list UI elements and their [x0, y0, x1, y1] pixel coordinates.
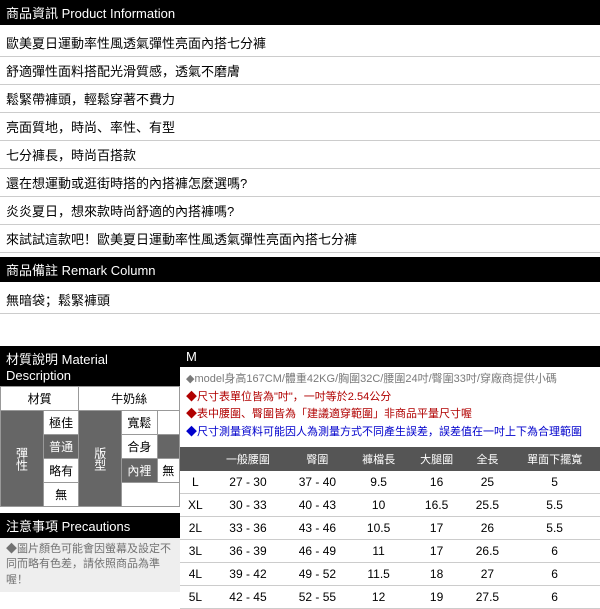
size-cell: 12 [350, 586, 408, 609]
size-cell: 25 [466, 471, 510, 494]
size-cell: 3L [180, 540, 211, 563]
size-cell: 25.5 [466, 494, 510, 517]
remark-header: 商品備註 Remark Column [0, 257, 600, 282]
product-info-line: 亮面質地，時尚、率性、有型 [0, 113, 600, 141]
size-cell: 27.5 [466, 586, 510, 609]
fit-vhead: 版型 [79, 411, 122, 507]
fit-empty-0 [157, 411, 179, 435]
size-cell: 49 - 52 [285, 563, 349, 586]
size-cell: 16 [408, 471, 466, 494]
size-cell: XL [180, 494, 211, 517]
product-info-line: 鬆緊帶褲頭，輕鬆穿著不費力 [0, 85, 600, 113]
size-cell: L [180, 471, 211, 494]
size-cell: 5.5 [509, 517, 600, 540]
size-cell: 2L [180, 517, 211, 540]
fit-opt-0: 寬鬆 [122, 411, 157, 435]
size-cell: 46 - 49 [285, 540, 349, 563]
size-cell: 17 [408, 540, 466, 563]
product-info-line: 舒適彈性面料搭配光滑質感，透氣不磨膚 [0, 57, 600, 85]
elastic-opt-3: 無 [44, 483, 79, 507]
size-col-header: 褲檔長 [350, 447, 408, 471]
size-cell: 42 - 45 [211, 586, 285, 609]
size-col-header [180, 447, 211, 471]
product-info-line: 來試試這款吧！歐美夏日運動率性風透氣彈性亮面內搭七分褲 [0, 225, 600, 253]
size-cell: 33 - 36 [211, 517, 285, 540]
size-cell: 39 - 42 [211, 563, 285, 586]
elastic-vhead: 彈性 [1, 411, 44, 507]
product-info-header: 商品資訊 Product Information [0, 0, 600, 25]
size-col-header: 全長 [466, 447, 510, 471]
fit-sel [157, 435, 179, 459]
table-row: 3L36 - 3946 - 49111726.56 [180, 540, 600, 563]
product-info-line: 七分褲長，時尚百搭款 [0, 141, 600, 169]
size-cell: 26.5 [466, 540, 510, 563]
size-cell: 17 [408, 517, 466, 540]
elastic-opt-0: 極佳 [44, 411, 79, 435]
elastic-opt-2: 略有 [44, 459, 79, 483]
material-value: 牛奶絲 [79, 387, 180, 411]
size-cell: 43 - 46 [285, 517, 349, 540]
size-cell: 27 [466, 563, 510, 586]
size-note: ◆model身高167CM/體重42KG/胸圍32C/腰圍24吋/臀圍33吋/穿… [186, 371, 594, 389]
size-cell: 27 - 30 [211, 471, 285, 494]
size-cell: 30 - 33 [211, 494, 285, 517]
table-row: L27 - 3037 - 409.516255 [180, 471, 600, 494]
size-cell: 52 - 55 [285, 586, 349, 609]
size-cell: 40 - 43 [285, 494, 349, 517]
size-table: 一般腰圍臀圍褲檔長大腿圍全長單面下擺寬 L27 - 3037 - 409.516… [180, 447, 600, 609]
size-cell: 6 [509, 586, 600, 609]
table-row: 5L42 - 4552 - 55121927.56 [180, 586, 600, 609]
fit-opt-1: 合身 [122, 435, 157, 459]
remark-content: 無暗袋；鬆緊褲頭 [0, 282, 600, 318]
size-col-header: 單面下擺寬 [509, 447, 600, 471]
size-cell: 19 [408, 586, 466, 609]
lining-vhead: 內裡 [122, 459, 157, 483]
product-info-line: 還在想運動或逛街時搭的內搭褲怎麼選嗎? [0, 169, 600, 197]
product-info-list: 歐美夏日運動率性風透氣彈性亮面內搭七分褲舒適彈性面料搭配光滑質感，透氣不磨膚鬆緊… [0, 25, 600, 257]
product-info-line: 炎炎夏日，想來款時尚舒適的內搭褲嗎? [0, 197, 600, 225]
size-cell: 36 - 39 [211, 540, 285, 563]
size-cell: 5.5 [509, 494, 600, 517]
size-col-header: 一般腰圍 [211, 447, 285, 471]
size-header: M [180, 346, 600, 367]
size-cell: 16.5 [408, 494, 466, 517]
size-cell: 4L [180, 563, 211, 586]
size-cell: 26 [466, 517, 510, 540]
size-cell: 5L [180, 586, 211, 609]
table-row: XL30 - 3340 - 431016.525.55.5 [180, 494, 600, 517]
product-info-line: 歐美夏日運動率性風透氣彈性亮面內搭七分褲 [0, 29, 600, 57]
size-cell: 10.5 [350, 517, 408, 540]
remark-line: 無暗袋；鬆緊褲頭 [0, 286, 600, 314]
size-notes: ◆model身高167CM/體重42KG/胸圍32C/腰圍24吋/臀圍33吋/穿… [180, 367, 600, 445]
size-cell: 10 [350, 494, 408, 517]
size-cell: 37 - 40 [285, 471, 349, 494]
lining-value: 無 [157, 459, 179, 483]
size-cell: 9.5 [350, 471, 408, 494]
size-cell: 5 [509, 471, 600, 494]
size-note: ◆尺寸表單位皆為"吋"，一吋等於2.54公分 [186, 389, 594, 407]
precautions-note: ◆圖片顏色可能會因螢幕及設定不同而略有色差，請依照商品為準喔！ [0, 538, 180, 592]
size-note: ◆尺寸測量資料可能因人為測量方式不同產生誤差，誤差值在一吋上下為合理範圍 [186, 424, 594, 442]
size-note: ◆表中腰圍、臀圍皆為「建議適穿範圍」非商品平量尺寸喔 [186, 406, 594, 424]
elastic-opt-1: 普通 [44, 435, 79, 459]
size-cell: 6 [509, 540, 600, 563]
material-table: 材質 牛奶絲 彈性 極佳 版型 寬鬆 普通 合身 略有 內裡 無 無 [0, 386, 180, 507]
size-col-header: 大腿圍 [408, 447, 466, 471]
size-col-header: 臀圍 [285, 447, 349, 471]
table-row: 4L39 - 4249 - 5211.518276 [180, 563, 600, 586]
material-label: 材質 [1, 387, 79, 411]
size-cell: 11.5 [350, 563, 408, 586]
size-cell: 18 [408, 563, 466, 586]
material-header: 材質說明 Material Description [0, 346, 180, 386]
table-row: 2L33 - 3643 - 4610.517265.5 [180, 517, 600, 540]
precautions-header: 注意事項 Precautions [0, 513, 180, 538]
size-cell: 11 [350, 540, 408, 563]
size-cell: 6 [509, 563, 600, 586]
